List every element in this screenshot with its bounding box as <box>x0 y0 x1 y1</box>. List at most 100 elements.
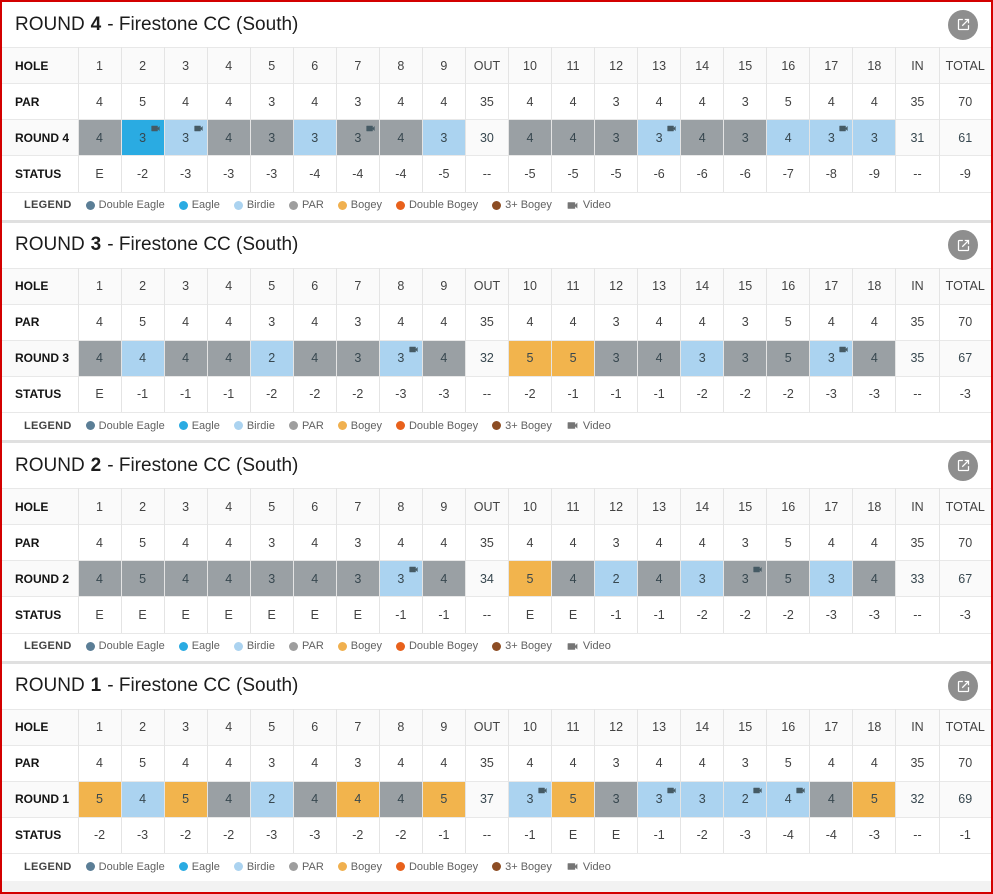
share-button[interactable] <box>948 450 978 481</box>
legend-item-label: Eagle <box>191 419 220 432</box>
score-value: 2 <box>268 792 276 806</box>
status-row: STATUS E E E E E E E -1 -1 -- E E -1 -1 -2 -2 -2 -3 -3 -- -3 <box>2 596 991 633</box>
par-value-cell: 4 <box>77 83 122 120</box>
round-row-label: ROUND 2 <box>15 571 70 586</box>
status-row: STATUS -2 -3 -2 -2 -3 -3 -2 -2 -1 -- -1 E E -1 -2 -3 -4 -4… <box>2 817 991 853</box>
score-cell: 3 <box>809 560 853 597</box>
score-cell: 67 <box>938 560 991 597</box>
status-cell: E <box>163 596 208 633</box>
score-value: 4 <box>182 571 190 586</box>
status-cell: E <box>292 596 337 633</box>
score-cell[interactable]: 2 <box>723 781 767 817</box>
score-cell[interactable]: 3 <box>120 119 165 156</box>
legend-item: 3+ Bogey <box>492 861 552 873</box>
score-cell[interactable]: 3 <box>723 560 767 597</box>
score-cell[interactable]: 3 <box>637 119 681 156</box>
legend-item: Bogey <box>337 640 382 652</box>
par-value-cell: 3 <box>723 524 767 561</box>
status-cell: -- <box>895 817 939 853</box>
birdie-dot-icon <box>233 862 243 871</box>
round-header: ROUND 4 - Firestone CC (South) <box>2 2 991 47</box>
score-cell[interactable]: 3 <box>809 340 853 376</box>
hole-number-cell: 3 <box>163 47 208 84</box>
hole-number-cell: 7 <box>335 488 380 525</box>
double-eagle-dot-icon <box>85 862 95 871</box>
status-cell: -8 <box>809 155 853 192</box>
par-value-cell: 4 <box>551 304 595 340</box>
score-value: 32 <box>910 792 925 806</box>
hole-number-cell: 4 <box>206 47 251 84</box>
share-button[interactable] <box>948 9 978 40</box>
score-cell: 5 <box>551 781 595 817</box>
hole-number-cell: OUT <box>464 709 509 745</box>
status-cell: -2 <box>766 376 810 412</box>
score-cell[interactable]: 3 <box>637 781 681 817</box>
hole-number-cell: TOTAL <box>938 488 991 525</box>
score-value: 2 <box>741 792 749 806</box>
par-value-cell: 4 <box>206 524 251 561</box>
score-cell: 61 <box>938 119 991 156</box>
score-cell[interactable]: 3 <box>335 119 380 156</box>
score-cell: 4 <box>206 781 251 817</box>
par-value-cell: 4 <box>852 524 896 561</box>
score-cell: 3 <box>723 340 767 376</box>
status-cell: -2 <box>378 817 423 853</box>
score-cell: 2 <box>249 340 294 376</box>
status-cell: -2 <box>206 817 251 853</box>
video-icon <box>667 787 676 793</box>
round-header: ROUND 2 - Firestone CC (South) <box>2 443 991 488</box>
status-cell: -1 <box>507 817 552 853</box>
par-value-cell: 3 <box>723 745 767 781</box>
score-cell[interactable]: 3 <box>378 560 423 597</box>
score-value: 3 <box>698 571 706 586</box>
score-value: 3 <box>827 130 835 145</box>
par-value-cell: 35 <box>895 304 939 340</box>
legend-item: Video <box>566 860 611 873</box>
video-icon <box>150 125 160 132</box>
score-value: 4 <box>655 571 663 586</box>
legend-item-label: 3+ Bogey <box>505 199 552 211</box>
score-value: 4 <box>139 351 147 365</box>
share-button[interactable] <box>948 671 978 701</box>
status-cell: E <box>594 817 638 853</box>
legend-item-label: 3+ Bogey <box>505 419 552 432</box>
score-cell[interactable]: 4 <box>766 781 810 817</box>
hole-number-cell: 13 <box>637 709 681 745</box>
status-cell: E <box>507 596 552 633</box>
hole-number-cell: 17 <box>809 488 853 525</box>
share-button[interactable] <box>948 230 978 260</box>
par-value-cell: 35 <box>464 524 509 561</box>
legend-item: Eagle <box>178 419 220 432</box>
par-value-cell: 5 <box>766 83 810 120</box>
score-cell[interactable]: 3 <box>809 119 853 156</box>
par-value-cell: 35 <box>895 524 939 561</box>
score-cell: 3 <box>249 560 294 597</box>
par-value-cell: 4 <box>292 83 337 120</box>
legend-label: LEGEND <box>24 640 72 652</box>
status-cell: -3 <box>249 155 294 192</box>
hole-number-cell: 17 <box>809 268 853 304</box>
par-value-cell: 3 <box>249 304 294 340</box>
round-title-prefix: ROUND <box>15 234 85 255</box>
status-cell: -6 <box>637 155 681 192</box>
legend-item-label: Birdie <box>246 199 275 211</box>
hole-number-cell: 18 <box>852 488 896 525</box>
legend-item-label: Eagle <box>191 860 220 873</box>
score-value: 4 <box>139 792 147 806</box>
score-cell: 4 <box>507 119 552 156</box>
score-value: 37 <box>479 792 494 806</box>
hole-number-cell: 6 <box>292 488 337 525</box>
score-cell[interactable]: 3 <box>507 781 552 817</box>
score-value: 67 <box>958 571 973 586</box>
par-value-cell: 4 <box>378 83 423 120</box>
status-cell: -2 <box>335 817 380 853</box>
birdie-dot-icon <box>233 421 243 430</box>
status-cell: -1 <box>421 596 466 633</box>
par-value-cell: 3 <box>594 83 638 120</box>
legend-item: PAR <box>288 640 324 652</box>
eagle-dot-icon <box>178 421 188 430</box>
score-cell[interactable]: 3 <box>378 340 423 376</box>
score-cell[interactable]: 3 <box>163 119 208 156</box>
legend: LEGEND Double Eagle Eagle Birdie PAR Bogey Dou… <box>2 191 991 220</box>
share-icon <box>957 680 969 692</box>
